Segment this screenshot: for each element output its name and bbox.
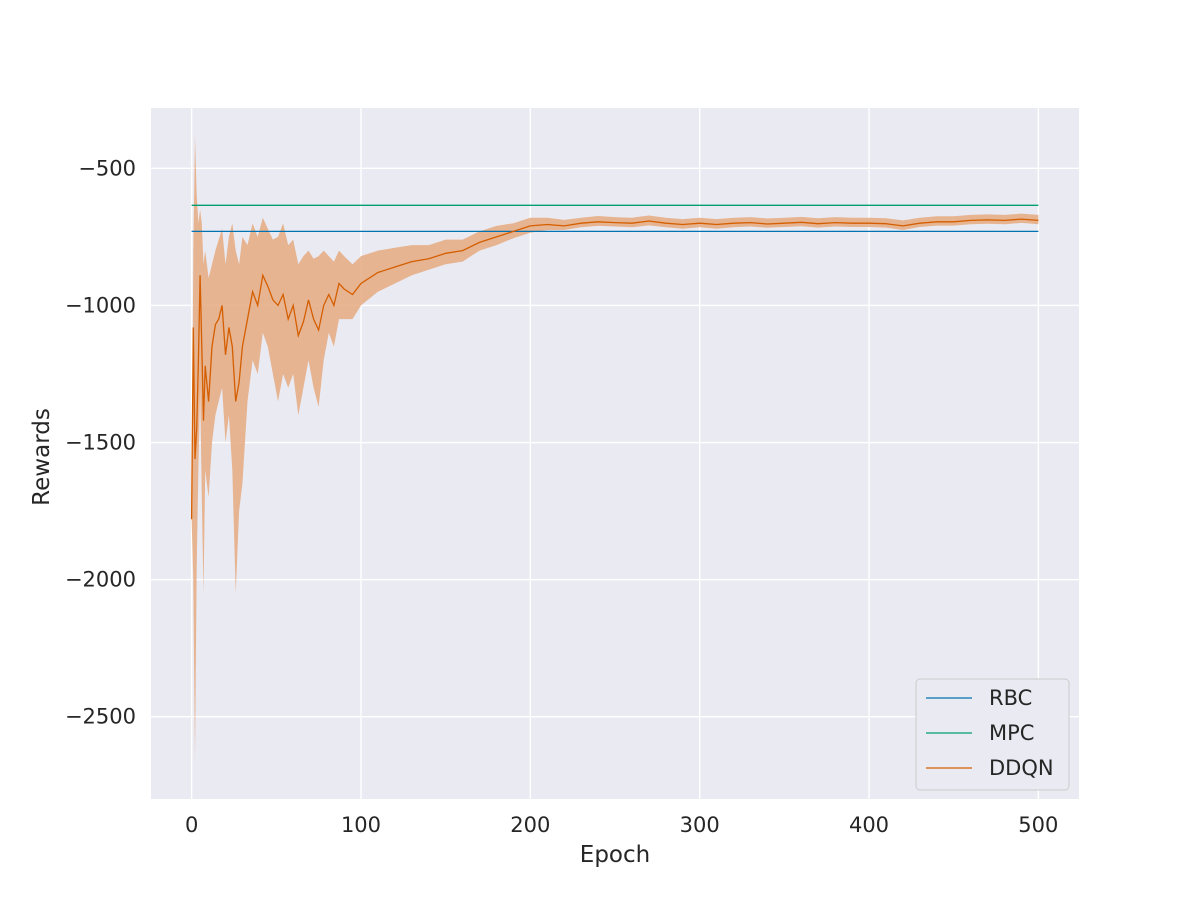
- x-tick-label: 0: [185, 813, 198, 837]
- y-tick-label: −500: [78, 156, 136, 180]
- legend-items: RBC MPC DDQN: [926, 686, 1054, 780]
- series-line-ddqn: [190, 218, 1039, 520]
- y-tick-label: −1000: [65, 293, 136, 317]
- legend: RBC MPC DDQN: [915, 678, 1070, 791]
- y-tick-label: −2500: [65, 705, 136, 729]
- x-tick-label: 100: [341, 813, 381, 837]
- y-tick-label: −1500: [65, 431, 136, 455]
- series-lines: [190, 204, 1039, 520]
- y-axis-label: Rewards: [29, 408, 55, 506]
- legend-label-ddqn: DDQN: [989, 756, 1054, 780]
- x-tick-labels: 0 100 200 300 400 500: [185, 813, 1058, 837]
- y-tick-labels: −2500 −2000 −1500 −1000 −500: [65, 156, 136, 728]
- x-axis-label: Epoch: [580, 842, 650, 868]
- legend-label-mpc: MPC: [989, 721, 1034, 745]
- x-tick-label: 500: [1018, 813, 1058, 837]
- x-tick-label: 300: [680, 813, 720, 837]
- x-tick-label: 400: [849, 813, 889, 837]
- legend-box: [915, 678, 1070, 791]
- x-tick-label: 200: [510, 813, 550, 837]
- legend-label-rbc: RBC: [989, 686, 1032, 710]
- y-tick-label: −2000: [65, 568, 136, 592]
